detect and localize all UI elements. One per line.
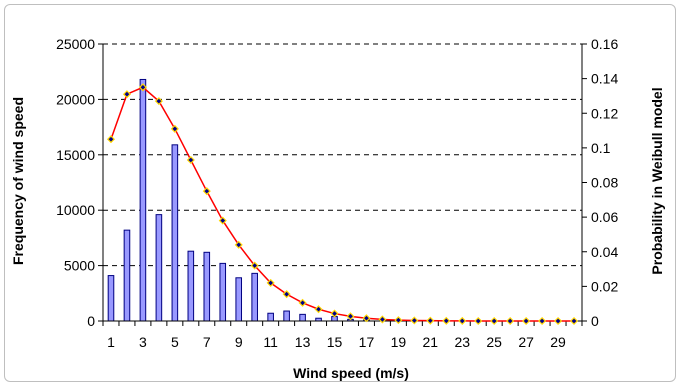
x-tick-label: 9 bbox=[235, 334, 243, 350]
bar bbox=[300, 314, 306, 321]
weibull-point bbox=[475, 318, 481, 324]
weibull-point bbox=[347, 313, 353, 319]
axes bbox=[98, 44, 587, 326]
weibull-point bbox=[523, 318, 529, 324]
line-series bbox=[108, 84, 577, 324]
x-axis-title: Wind speed (m/s) bbox=[293, 365, 409, 381]
x-tick-label: 21 bbox=[423, 334, 439, 350]
y2-tick-label: 0.02 bbox=[591, 278, 618, 294]
weibull-point bbox=[299, 300, 305, 306]
weibull-point bbox=[395, 317, 401, 323]
bar bbox=[156, 215, 162, 321]
bar-series bbox=[108, 79, 577, 321]
bar bbox=[204, 252, 210, 321]
weibull-point bbox=[427, 317, 433, 323]
weibull-point bbox=[124, 91, 130, 97]
weibull-point bbox=[491, 318, 497, 324]
x-tick-label: 13 bbox=[295, 334, 311, 350]
bar bbox=[268, 313, 274, 321]
x-tick-label: 27 bbox=[518, 334, 534, 350]
y-tick-label: 25000 bbox=[56, 36, 95, 52]
y2-tick-label: 0.16 bbox=[591, 36, 618, 52]
weibull-point bbox=[539, 318, 545, 324]
y2-tick-label: 0.04 bbox=[591, 244, 618, 260]
weibull-point bbox=[411, 317, 417, 323]
weibull-point bbox=[379, 316, 385, 322]
y-tick-label: 5000 bbox=[64, 258, 95, 274]
y2-tick-label: 0.06 bbox=[591, 209, 618, 225]
weibull-point bbox=[459, 318, 465, 324]
x-tick-label: 29 bbox=[550, 334, 566, 350]
bar bbox=[220, 263, 226, 321]
x-tick-label: 1 bbox=[107, 334, 115, 350]
weibull-point bbox=[315, 306, 321, 312]
x-tick-label: 5 bbox=[171, 334, 179, 350]
weibull-point bbox=[571, 318, 577, 324]
y-tick-label: 20000 bbox=[56, 91, 95, 107]
weibull-point bbox=[172, 126, 178, 132]
y2-tick-label: 0.1 bbox=[591, 140, 611, 156]
weibull-point bbox=[555, 318, 561, 324]
bar bbox=[188, 251, 194, 321]
x-tick-label: 19 bbox=[391, 334, 407, 350]
y2-tick-label: 0.14 bbox=[591, 71, 618, 87]
weibull-point bbox=[204, 188, 210, 194]
weibull-point bbox=[507, 318, 513, 324]
y2-tick-label: 0.12 bbox=[591, 105, 618, 121]
y2-tick-label: 0.08 bbox=[591, 175, 618, 191]
y2-axis-title: Probability in Weibull model bbox=[649, 87, 665, 274]
bar bbox=[284, 311, 290, 321]
weibull-point bbox=[443, 318, 449, 324]
weibull-point bbox=[108, 136, 114, 142]
chart-frame: 0 5000 10000 15000 20000 25000 0 0.02 0.04 0.06 0.… bbox=[4, 4, 676, 382]
weibull-line bbox=[111, 87, 574, 321]
bar bbox=[124, 230, 130, 321]
x-tick-label: 25 bbox=[486, 334, 502, 350]
bar bbox=[236, 278, 242, 321]
weibull-point bbox=[331, 310, 337, 316]
chart: 0 5000 10000 15000 20000 25000 0 0.02 0.04 0.06 0.… bbox=[5, 5, 677, 383]
bar bbox=[252, 273, 258, 321]
y-tick-label: 0 bbox=[87, 313, 95, 329]
y-axis-title: Frequency of wind speed bbox=[10, 97, 26, 265]
x-tick-label: 17 bbox=[359, 334, 375, 350]
x-tick-label: 15 bbox=[327, 334, 343, 350]
y-tick-label: 10000 bbox=[56, 202, 95, 218]
bar bbox=[172, 145, 178, 321]
weibull-point bbox=[188, 157, 194, 163]
x-tick-label: 23 bbox=[454, 334, 470, 350]
x-tick-label: 3 bbox=[139, 334, 147, 350]
bar bbox=[140, 79, 146, 321]
bar bbox=[108, 276, 114, 321]
x-tick-label: 11 bbox=[263, 334, 278, 350]
y2-tick-label: 0 bbox=[591, 313, 599, 329]
x-tick-label: 7 bbox=[203, 334, 211, 350]
y-tick-label: 15000 bbox=[56, 147, 95, 163]
